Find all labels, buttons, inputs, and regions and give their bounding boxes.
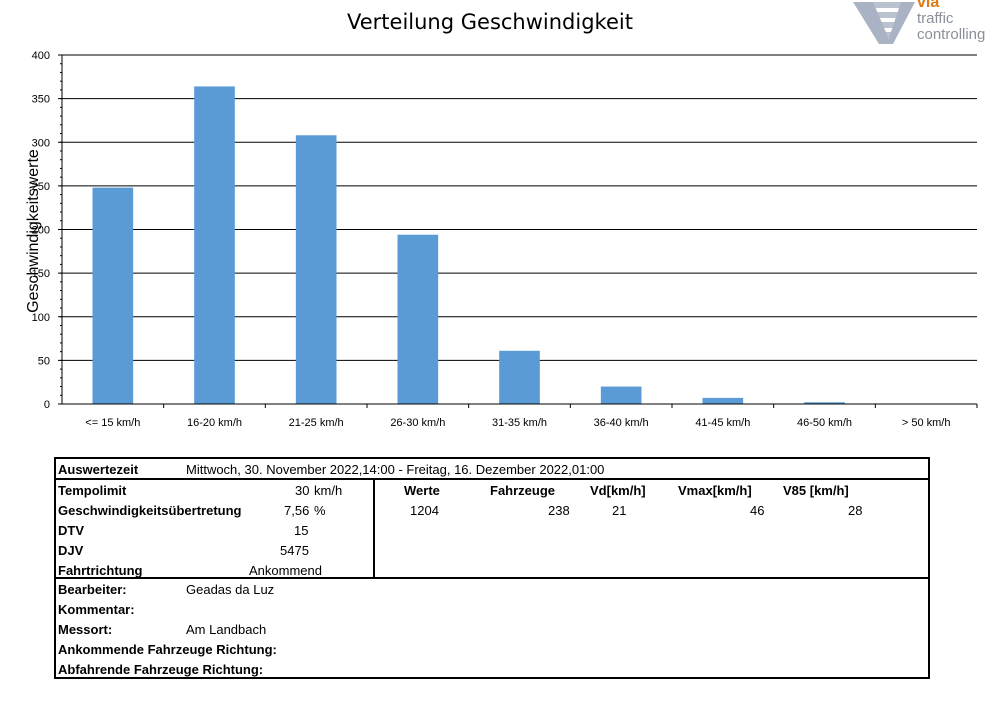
- divider: [54, 577, 930, 579]
- x-tick-label: 46-50 km/h: [797, 417, 852, 429]
- bar: [600, 386, 642, 404]
- bar: [397, 234, 439, 404]
- ueber-unit: %: [314, 503, 326, 518]
- y-tick-label: 350: [32, 94, 50, 106]
- y-tick-label: 300: [32, 137, 50, 149]
- stats-value-v85: 28: [848, 503, 863, 518]
- stats-value-vd: 21: [612, 503, 627, 518]
- bar: [295, 135, 337, 404]
- x-tick-label: 26-30 km/h: [390, 417, 445, 429]
- y-tick-label: 150: [32, 268, 50, 280]
- x-tick-label: 31-35 km/h: [492, 417, 547, 429]
- logo-line-via: via: [917, 0, 940, 11]
- tempolimit-label: Tempolimit: [58, 483, 127, 498]
- bar: [499, 350, 540, 404]
- bar: [92, 187, 134, 404]
- y-tick-label: 250: [32, 181, 50, 193]
- auswertezeit-label: Auswertezeit: [58, 462, 139, 477]
- dtv-label: DTV: [58, 523, 84, 538]
- tempolimit-value: 30: [295, 483, 310, 498]
- messort-label: Messort:: [58, 622, 113, 637]
- x-tick-label: <= 15 km/h: [85, 417, 140, 429]
- divider: [373, 478, 375, 578]
- y-tick-label: 0: [44, 399, 50, 411]
- x-tick-label: 21-25 km/h: [289, 417, 344, 429]
- y-axis: 0 50 100 150 200 250 300 350 400: [32, 50, 63, 411]
- y-tick-label: 200: [32, 225, 50, 237]
- bar: [804, 402, 845, 404]
- dtv-value: 15: [294, 523, 309, 538]
- x-axis: <= 15 km/h 16-20 km/h 21-25 km/h 26-30 km/h…: [62, 403, 978, 429]
- fahrtrichtung-label: Fahrtrichtung: [58, 563, 143, 578]
- auswertezeit-value: Mittwoch, 30. November 2022,14:00 - Frei…: [186, 462, 605, 477]
- logo-line-controlling: controlling: [917, 26, 986, 43]
- bearbeiter-value: Geadas da Luz: [186, 582, 275, 597]
- logo-icon: [853, 2, 915, 44]
- ueber-value: 7,56: [284, 503, 310, 518]
- stats-value-vmax: 46: [750, 503, 765, 518]
- djv-value: 5475: [280, 543, 309, 558]
- ankommend-label: Ankommende Fahrzeuge Richtung:: [58, 642, 277, 657]
- bar: [702, 397, 744, 404]
- y-tick-label: 400: [32, 50, 50, 62]
- logo-line-traffic: traffic: [917, 10, 954, 27]
- stats-header-fahrzeuge: Fahrzeuge: [490, 483, 556, 498]
- bars: [92, 86, 845, 404]
- kommentar-label: Kommentar:: [58, 602, 135, 617]
- bearbeiter-label: Bearbeiter:: [58, 582, 127, 597]
- stats-header-vd: Vd[km/h]: [590, 483, 646, 498]
- fahrtrichtung-value: Ankommend: [249, 563, 322, 578]
- y-axis-label: Geschwindigkeitswerte: [24, 149, 42, 313]
- stats-value-werte: 1204: [410, 503, 439, 518]
- messort-value: Am Landbach: [186, 622, 267, 637]
- stats-header-vmax: Vmax[km/h]: [678, 483, 752, 498]
- y-tick-label: 50: [38, 355, 50, 367]
- ueber-label: Geschwindigkeitsübertretung: [58, 503, 242, 518]
- x-tick-label: 41-45 km/h: [695, 417, 750, 429]
- divider: [54, 478, 930, 480]
- abfahrend-label: Abfahrende Fahrzeuge Richtung:: [58, 662, 264, 677]
- x-tick-label: 16-20 km/h: [187, 417, 242, 429]
- bar: [194, 86, 235, 404]
- stats-header-werte: Werte: [404, 483, 440, 498]
- stats-value-fahrzeuge: 238: [548, 503, 570, 518]
- x-tick-label: 36-40 km/h: [594, 417, 649, 429]
- logo-text: via traffic controlling: [917, 0, 985, 43]
- info-outer-box: [54, 457, 930, 679]
- tempolimit-unit: km/h: [314, 483, 343, 498]
- x-tick-label: > 50 km/h: [902, 417, 951, 429]
- y-tick-label: 100: [32, 312, 50, 324]
- djv-label: DJV: [58, 543, 84, 558]
- bar-chart: 0 50 100 150 200 250 300 350 400 <= 15 km/h 16-20…: [32, 50, 978, 429]
- stats-header-v85: V85 [km/h]: [783, 483, 849, 498]
- chart-title: Verteilung Geschwindigkeit: [347, 10, 633, 34]
